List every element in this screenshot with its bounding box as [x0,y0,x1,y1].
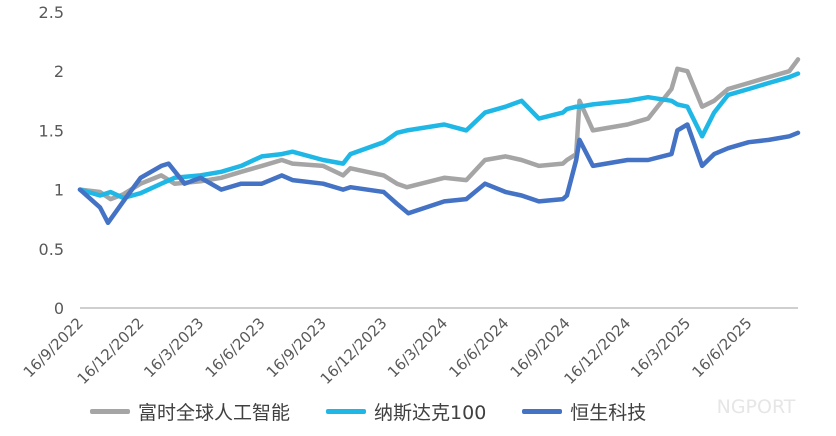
legend-swatch-ftse-ai [90,408,130,414]
x-tick-label: 16/6/2025 [688,314,755,381]
legend-label-ftse-ai: 富时全球人工智能 [138,401,291,424]
x-tick-label: 16/3/2025 [627,314,694,381]
y-tick-label: 0 [54,299,64,318]
x-axis-ticks: 16/9/202216/12/202216/3/202316/6/202316/… [20,314,756,388]
legend-item-hang-seng-tech: 恒生科技 [522,398,646,425]
watermark-text: NGPORT [717,396,796,418]
legend-item-nasdaq100: 纳斯达克100 [326,398,486,425]
y-tick-label: 1 [54,181,64,200]
series-group [77,57,801,226]
y-tick-label: 2.5 [39,3,64,22]
y-tick-label: 0.5 [39,240,64,259]
y-tick-label: 2 [54,62,64,81]
x-tick-label: 16/6/2024 [445,314,512,381]
x-tick-label: 16/3/2024 [384,314,451,381]
legend-swatch-nasdaq100 [326,408,367,414]
legend-label-hang-seng-tech: 恒生科技 [570,401,647,424]
x-tick-label: 16/3/2023 [140,314,207,381]
series-line-1 [77,71,801,201]
y-tick-label: 1.5 [39,121,64,140]
chart-legend: 富时全球人工智能 纳斯达克100 恒生科技 [90,396,810,426]
x-tick-label: 16/6/2023 [202,314,269,381]
legend-label-nasdaq100: 纳斯达克100 [374,401,487,424]
y-axis-ticks: 0 0.5 1 1.5 2 2.5 [39,3,64,318]
legend-swatch-hang-seng-tech [522,408,563,414]
series-line-2 [77,122,801,226]
legend-item-ftse-ai: 富时全球人工智能 [90,398,290,425]
